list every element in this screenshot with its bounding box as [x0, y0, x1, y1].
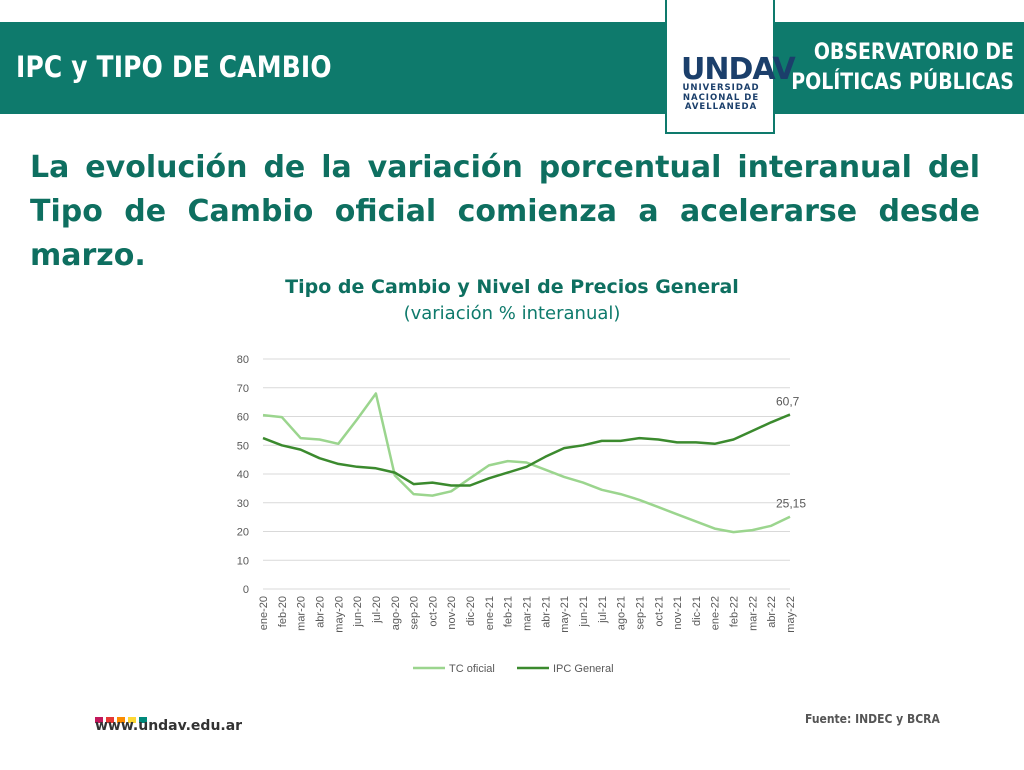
x-tick-label: ago-21: [616, 596, 628, 630]
data-label: 25,15: [776, 497, 806, 511]
website-link[interactable]: www.undav.edu.ar: [95, 718, 243, 734]
x-tick-label: ene-22: [710, 596, 722, 630]
x-tick-label: jul-20: [371, 596, 383, 624]
headline-text: La evolución de la variación porcentual …: [30, 150, 980, 273]
x-tick-label: jun-21: [578, 596, 590, 628]
x-tick-label: abr-22: [766, 596, 778, 628]
series-line-ipc-general: [262, 413, 791, 487]
x-tick-label: nov-21: [672, 596, 684, 630]
observatory-label: OBSERVATORIO DE POLÍTICAS PÚBLICAS: [791, 38, 1014, 98]
y-tick-label: 0: [243, 584, 249, 596]
legend-label: IPC General: [553, 663, 614, 675]
x-tick-label: ene-21: [484, 596, 496, 630]
x-tick-label: feb-21: [503, 596, 515, 627]
x-tick-label: ene-20: [258, 596, 270, 630]
brand-dot: [128, 717, 136, 723]
x-tick-label: mar-21: [522, 596, 534, 631]
header-bar: [0, 22, 1024, 114]
x-tick-label: feb-20: [277, 596, 289, 627]
x-tick-label: jul-21: [597, 596, 609, 624]
y-tick-label: 80: [237, 354, 249, 366]
data-label: 60,7: [776, 394, 800, 408]
observatory-line-1: OBSERVATORIO DE: [813, 40, 1014, 65]
university-logo: UNDAV UNIVERSIDAD NACIONAL DE AVELLANEDA: [665, 0, 796, 134]
logo-line-2: NACIONAL DE: [682, 92, 760, 103]
x-tick-label: mar-20: [296, 596, 308, 631]
x-tick-label: mar-22: [747, 596, 759, 631]
x-tick-label: nov-20: [446, 596, 458, 630]
x-tick-label: abr-20: [314, 596, 326, 628]
logo-mark: UNDAV: [681, 52, 796, 87]
y-tick-label: 70: [237, 383, 249, 395]
x-tick-label: ago-20: [390, 596, 402, 630]
x-tick-label: sep-20: [409, 596, 421, 630]
brand-dot: [95, 717, 103, 723]
y-tick-label: 60: [237, 412, 249, 424]
y-tick-label: 40: [237, 469, 249, 481]
brand-dots: [95, 710, 150, 728]
page-title: IPC y TIPO DE CAMBIO: [16, 50, 332, 84]
logo-line-1: UNIVERSIDAD: [682, 83, 760, 93]
x-tick-label: dic-21: [691, 596, 703, 626]
x-tick-label: may-22: [785, 596, 797, 633]
logo-text: UNIVERSIDAD NACIONAL DE AVELLANEDA: [675, 83, 767, 113]
x-tick-label: sep-21: [634, 596, 646, 630]
y-tick-label: 50: [237, 440, 249, 452]
brand-dot: [117, 717, 125, 723]
x-tick-label: oct-21: [653, 596, 665, 627]
series-line-tc-oficial: [262, 392, 791, 534]
x-tick-label: jun-20: [352, 596, 364, 628]
observatory-line-2: POLÍTICAS PÚBLICAS: [791, 70, 1014, 95]
y-tick-label: 20: [237, 527, 249, 539]
x-tick-label: may-20: [333, 596, 345, 633]
legend-label: TC oficial: [449, 663, 495, 675]
chart-subtitle: (variación % interanual): [403, 303, 621, 324]
brand-dot: [106, 717, 114, 723]
y-tick-label: 30: [237, 498, 249, 510]
logo-line-3: AVELLANEDA: [684, 102, 758, 112]
chart-title: Tipo de Cambio y Nivel de Precios Genera…: [285, 276, 739, 298]
x-tick-label: abr-21: [540, 596, 552, 628]
x-tick-label: oct-20: [427, 596, 439, 627]
source-note: Fuente: INDEC y BCRA: [805, 712, 940, 726]
x-tick-label: may-21: [559, 596, 571, 633]
x-tick-label: dic-20: [465, 596, 477, 626]
y-tick-label: 10: [237, 555, 249, 567]
brand-dot: [139, 717, 147, 723]
x-tick-label: feb-22: [729, 596, 741, 627]
